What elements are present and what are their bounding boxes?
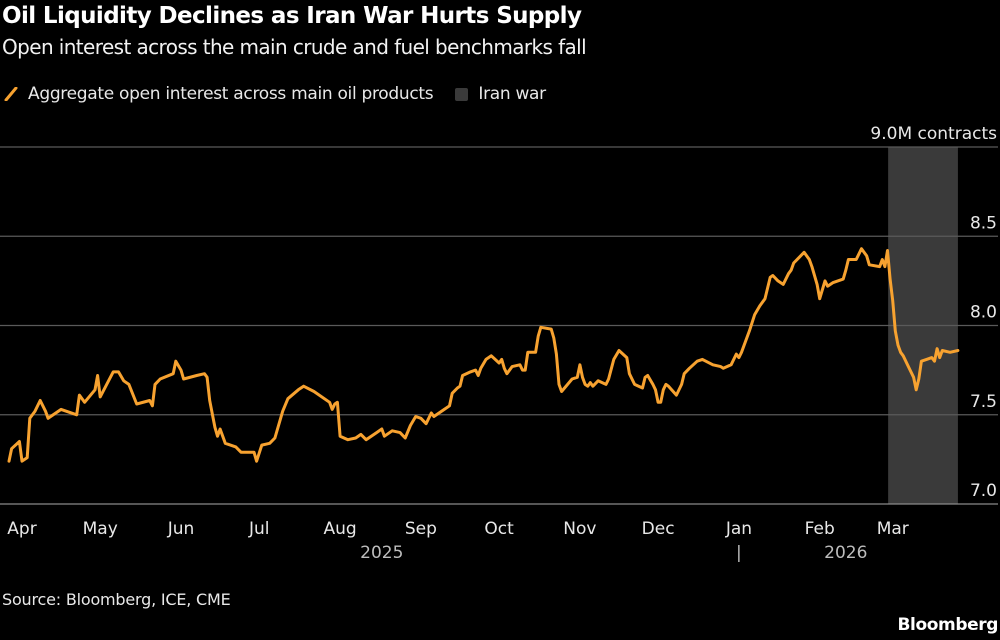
series-line <box>7 247 960 463</box>
y-tick-label: 9.0M contracts <box>870 124 997 144</box>
legend-series-label: Aggregate open interest across main oil … <box>28 84 434 104</box>
x-tick-label: Aug <box>323 519 356 539</box>
year-divider: | <box>736 543 742 563</box>
x-tick-label: Apr <box>7 519 36 539</box>
bloomberg-logo: Bloomberg <box>897 615 998 635</box>
year-label: 2025 <box>360 543 403 563</box>
year-label: 2026 <box>824 543 867 563</box>
legend-shade-label: Iran war <box>478 84 546 104</box>
x-tick-label: Sep <box>405 519 437 539</box>
x-tick-label: Oct <box>484 519 514 539</box>
x-tick-label: Feb <box>805 519 835 539</box>
y-tick-label: 7.5 <box>970 392 997 412</box>
legend-line-swatch-icon <box>4 87 18 101</box>
x-tick-label: Dec <box>642 519 675 539</box>
x-tick-label: Nov <box>563 519 596 539</box>
x-tick-label: May <box>83 519 118 539</box>
y-tick-label: 8.0 <box>970 303 997 323</box>
legend-shade-swatch-icon <box>455 87 469 101</box>
y-tick-label: 8.5 <box>970 213 997 233</box>
x-tick-label: Jul <box>248 519 270 539</box>
chart-title: Oil Liquidity Declines as Iran War Hurts… <box>2 3 582 29</box>
x-tick-label: Jan <box>725 519 752 539</box>
legend: Aggregate open interest across main oil … <box>4 84 546 104</box>
chart-subtitle: Open interest across the main crude and … <box>2 35 587 59</box>
y-tick-label: 7.0 <box>970 481 997 501</box>
source-note: Source: Bloomberg, ICE, CME <box>2 590 231 609</box>
x-tick-label: Mar <box>877 519 909 539</box>
x-tick-label: Jun <box>167 519 195 539</box>
